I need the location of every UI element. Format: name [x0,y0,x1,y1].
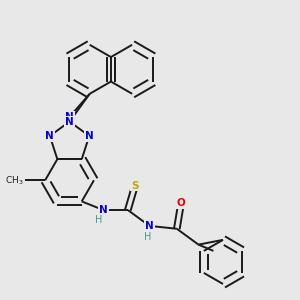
Text: N: N [65,112,74,122]
Text: O: O [177,198,185,208]
Text: N: N [45,131,54,141]
Text: H: H [95,215,103,225]
Text: N: N [65,117,74,127]
Text: CH$_3$: CH$_3$ [5,174,23,187]
Text: N: N [99,205,108,215]
Text: N: N [85,131,94,141]
Text: S: S [131,181,139,190]
Text: H: H [144,232,152,242]
Text: N: N [145,221,154,231]
